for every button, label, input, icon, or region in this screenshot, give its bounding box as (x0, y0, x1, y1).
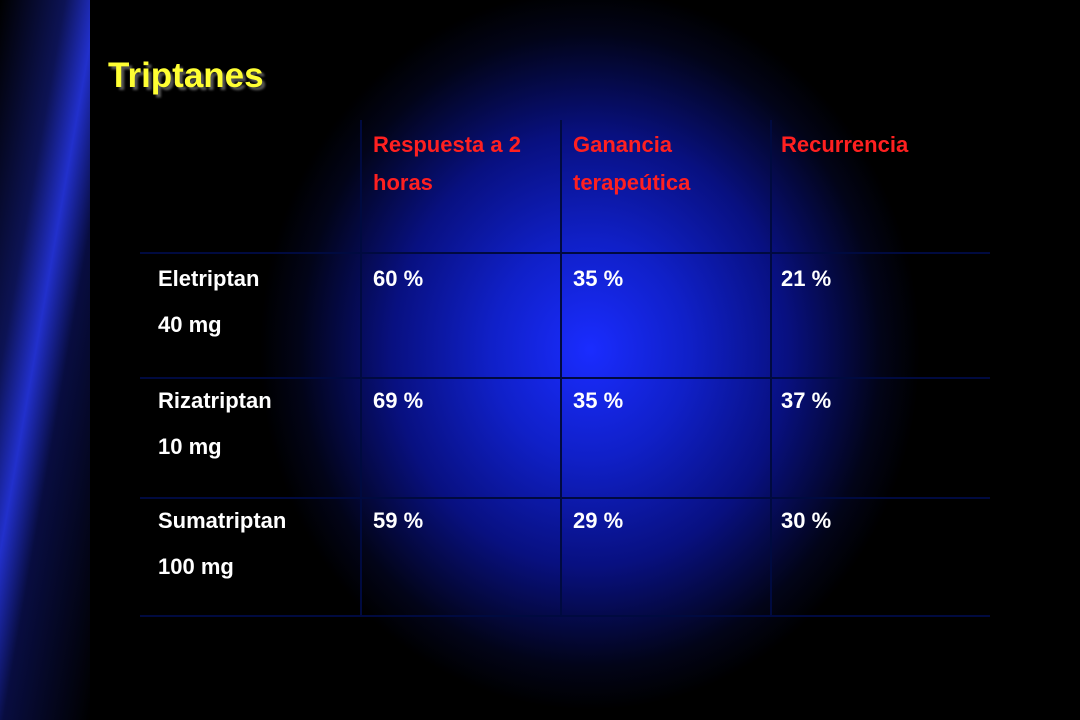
row-line (140, 377, 990, 379)
drug-dose: 100 mg (158, 554, 234, 579)
column-line (770, 120, 772, 615)
value-cell: 30 % (781, 508, 832, 533)
column-line (360, 120, 362, 615)
value-cell: 37 % (781, 388, 832, 413)
row-line (140, 615, 990, 617)
edge-decoration (0, 0, 90, 720)
drug-name: Eletriptan (158, 266, 260, 291)
value-cell: 29 % (573, 508, 624, 533)
slide-title: Triptanes (108, 56, 264, 95)
drug-dose: 10 mg (158, 434, 222, 459)
drug-dose: 40 mg (158, 312, 222, 337)
row-line (140, 497, 990, 499)
header-cell: Respuesta a 2 horas (373, 132, 521, 195)
value-cell: 59 % (373, 508, 424, 533)
row-line (140, 252, 990, 254)
value-cell: 60 % (373, 266, 424, 291)
value-cell: 35 % (573, 388, 624, 413)
drug-name: Sumatriptan (158, 508, 287, 533)
header-cell: Recurrencia (781, 132, 909, 157)
value-cell: 21 % (781, 266, 832, 291)
value-cell: 69 % (373, 388, 424, 413)
header-cell: Ganancia terapeútica (573, 132, 691, 195)
value-cell: 35 % (573, 266, 624, 291)
drug-name: Rizatriptan (158, 388, 272, 413)
column-line (560, 120, 562, 615)
